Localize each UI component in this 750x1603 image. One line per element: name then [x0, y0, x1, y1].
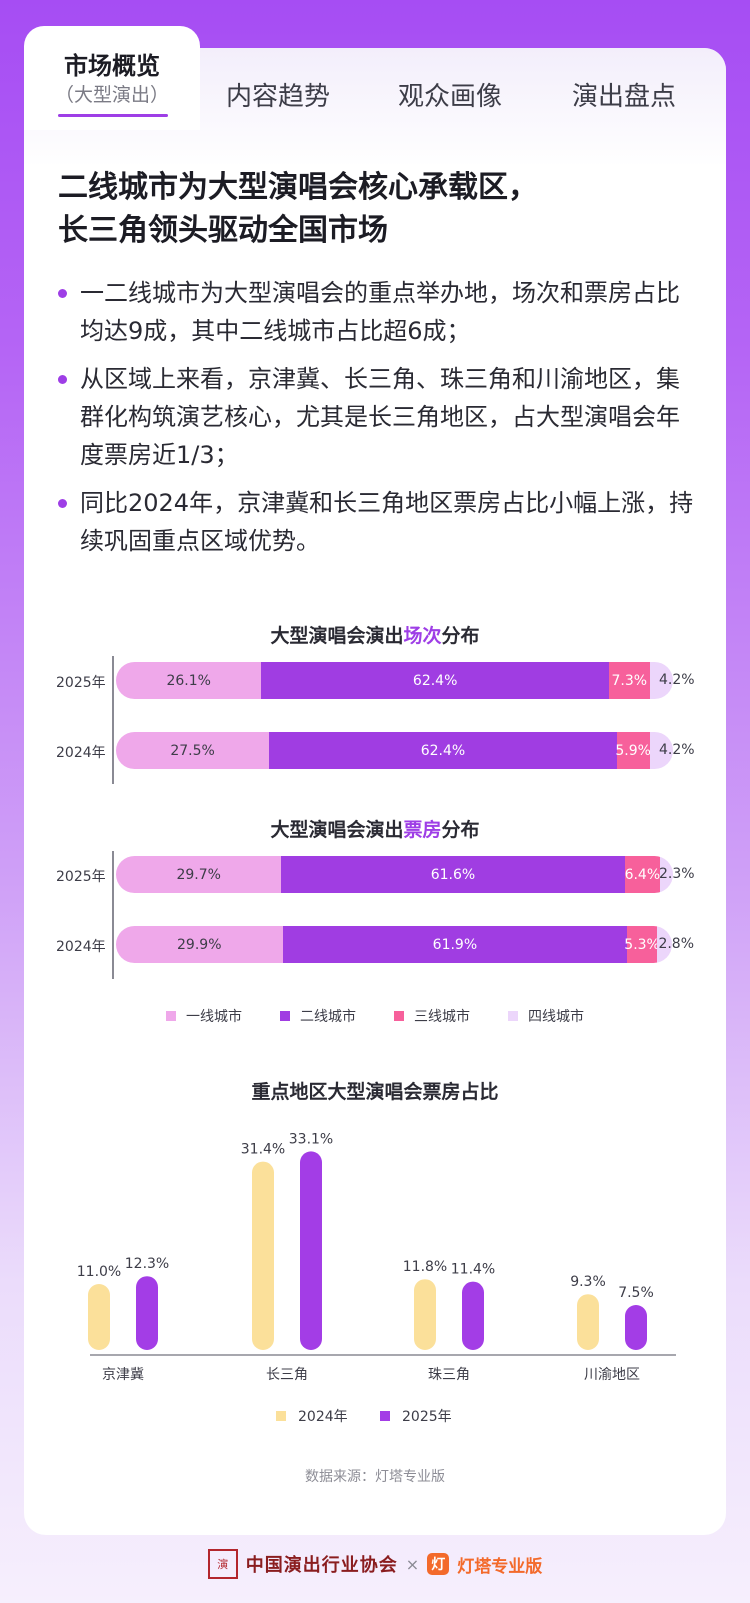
legend-item: 二线城市 [280, 1006, 356, 1026]
bar-outside-label: 4.2% [659, 742, 695, 758]
region-bar [577, 1294, 599, 1350]
bar-segment: 6.4% [624, 856, 661, 893]
bar-segment [656, 926, 673, 963]
bar-segment: 29.7% [116, 856, 282, 893]
page-headline: 二线城市为大型演唱会核心承载区， 长三角领头驱动全国市场 [58, 166, 698, 252]
category-label: 珠三角 [428, 1367, 470, 1383]
bar-segment [649, 662, 673, 699]
title-part: 大型演唱会演出 [270, 625, 404, 647]
year-label: 2025年 [56, 869, 106, 885]
bar-segment [649, 732, 673, 769]
bar-segment [660, 856, 673, 893]
legend-swatch [508, 1011, 518, 1021]
boxoffice-chart-title: 大型演唱会演出票房分布 [0, 815, 750, 842]
active-tab-indicator [58, 114, 168, 117]
bullet-item: 同比2024年，京津冀和长三角地区票房占比小幅上涨，持续巩固重点区域优势。 [58, 484, 698, 560]
stacked-bar: 27.5% 62.4% 5.9% [116, 732, 673, 769]
headline-line-1: 二线城市为大型演唱会核心承载区， [58, 170, 538, 205]
tier-legend: 一线城市 二线城市 三线城市 四线城市 [0, 1006, 750, 1026]
category-label: 长三角 [266, 1367, 308, 1383]
legend-label: 三线城市 [414, 1009, 470, 1025]
legend-label: 2024年 [298, 1409, 348, 1425]
year-label: 2024年 [56, 939, 106, 955]
legend-swatch [276, 1411, 286, 1421]
region-chart: 11.0% 12.3% 京津冀 31.4%33.1% 长三角 11.8% 11.4% 珠三角 9… [77, 1131, 676, 1425]
legend-swatch [166, 1011, 176, 1021]
bar-segment: 61.9% [282, 926, 628, 963]
bar-segment: 62.4% [261, 662, 609, 699]
bar-value-label: 11.0% [77, 1264, 121, 1280]
region-bar [300, 1151, 322, 1350]
boxoffice-chart-axis [112, 851, 114, 979]
legend-label: 二线城市 [300, 1009, 356, 1025]
partner-name: 灯塔专业版 [457, 1556, 543, 1577]
bar-value-label: 12.3% [125, 1256, 169, 1272]
legend-item: 一线城市 [166, 1006, 242, 1026]
bar-value-label: 31.4% [241, 1142, 285, 1158]
title-highlight: 场次 [403, 625, 442, 647]
tab-market-overview[interactable]: 市场概览 （大型演出） [24, 26, 200, 130]
bar-outside-label: 2.8% [658, 936, 695, 952]
title-part: 大型演唱会演出 [270, 819, 404, 841]
stacked-bar: 26.1% 62.4% 7.3% [116, 662, 673, 699]
title-part: 分布 [441, 819, 480, 841]
title-highlight: 票房 [403, 819, 442, 841]
bar-outside-label: 4.2% [659, 672, 695, 688]
bar-segment: 61.6% [281, 856, 625, 893]
bar-segment: 7.3% [608, 662, 650, 699]
bullet-item: 从区域上来看，京津冀、长三角、珠三角和川渝地区，集群化构筑演艺核心，尤其是长三角… [58, 360, 698, 474]
region-bar [136, 1276, 158, 1350]
bar-segment: 62.4% [269, 732, 617, 769]
year-label: 2024年 [56, 745, 106, 761]
bullet-list: 一二线城市为大型演唱会的重点举办地，场次和票房占比均达9成，其中二线城市占比超6… [58, 274, 698, 570]
bar-value-label: 33.1% [289, 1131, 333, 1147]
times-icon: × [405, 1554, 420, 1574]
region-bar [462, 1281, 484, 1350]
region-bar [625, 1305, 647, 1350]
stacked-bar: 29.7% 61.6% 6.4% [116, 856, 673, 893]
legend-item: 三线城市 [394, 1006, 470, 1026]
sessions-chart-title: 大型演唱会演出场次分布 [0, 621, 750, 648]
region-bar [414, 1279, 436, 1350]
tab-content-trends[interactable]: 内容趋势 [226, 82, 331, 112]
bar-segment: 29.9% [116, 926, 283, 963]
sessions-chart-axis [112, 656, 114, 784]
tab-sublabel: （大型演出） [54, 84, 169, 106]
bar-segment: 5.9% [615, 732, 651, 769]
dengta-logo-icon: 灯 [427, 1553, 450, 1575]
legend-item: 四线城市 [508, 1006, 584, 1026]
legend-label: 2025年 [402, 1409, 452, 1425]
tab-audience-profile[interactable]: 观众画像 [398, 82, 503, 112]
legend-swatch [380, 1411, 390, 1421]
association-seal-icon: 演 [207, 1549, 238, 1579]
region-bar [88, 1284, 110, 1350]
tab-label: 市场概览 [64, 52, 160, 80]
bar-segment: 27.5% [116, 732, 270, 769]
bar-value-label: 9.3% [570, 1274, 606, 1290]
bar-outside-label: 2.3% [659, 866, 695, 882]
category-label: 京津冀 [102, 1367, 144, 1383]
stacked-bar: 29.9% 61.9% 5.3% [116, 926, 673, 963]
tab-show-review[interactable]: 演出盘点 [572, 82, 677, 112]
legend-label: 一线城市 [186, 1009, 242, 1025]
year-label: 2025年 [56, 675, 106, 691]
category-label: 川渝地区 [584, 1367, 640, 1383]
region-chart-title: 重点地区大型演唱会票房占比 [251, 1081, 499, 1103]
legend-swatch [394, 1011, 404, 1021]
association-name: 中国演出行业协会 [245, 1555, 398, 1576]
tab-bar: 市场概览 （大型演出） 内容趋势 观众画像 演出盘点 [24, 26, 726, 130]
footer: 演 中国演出行业协会 × 灯 灯塔专业版 [0, 1546, 750, 1582]
legend-label: 四线城市 [528, 1009, 584, 1025]
data-source: 数据来源：灯塔专业版 [305, 1469, 445, 1485]
bar-segment: 26.1% [116, 662, 262, 699]
bar-value-label: 11.8% [403, 1259, 447, 1275]
legend-swatch [280, 1011, 290, 1021]
headline-line-2: 长三角领头驱动全国市场 [58, 213, 388, 248]
bar-value-label: 11.4% [451, 1262, 495, 1278]
region-bar [252, 1161, 274, 1350]
bar-value-label: 7.5% [618, 1285, 654, 1301]
title-part: 分布 [441, 625, 480, 647]
bar-segment: 5.3% [624, 926, 660, 963]
bullet-item: 一二线城市为大型演唱会的重点举办地，场次和票房占比均达9成，其中二线城市占比超6… [58, 274, 698, 350]
